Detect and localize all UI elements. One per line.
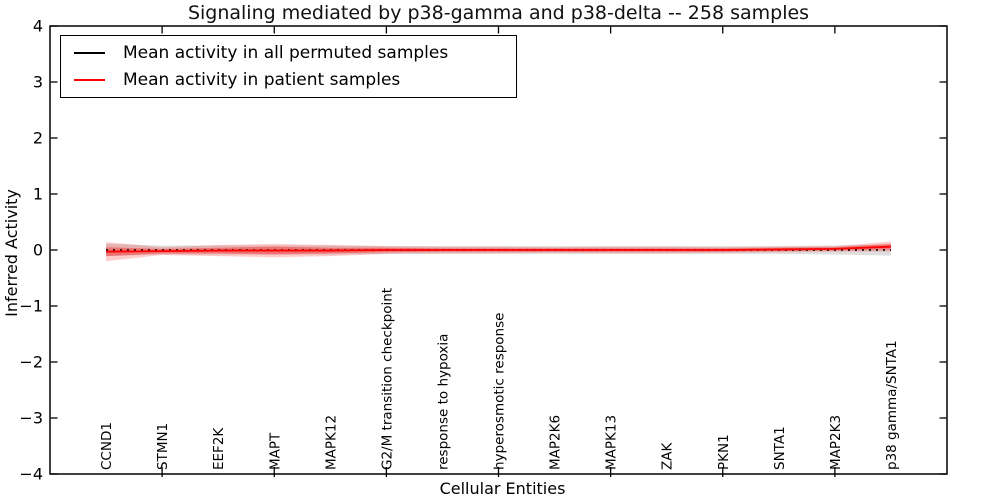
legend: Mean activity in all permuted samples Me…	[60, 35, 517, 98]
x-axis-label: Cellular Entities	[439, 479, 566, 498]
entity-label: STMN1	[155, 423, 171, 470]
entity-label: ZAK	[660, 442, 676, 470]
entity-label: SNTA1	[772, 426, 788, 470]
entity-label: MAP2K3	[828, 415, 844, 470]
entity-label: MAPT	[267, 432, 283, 470]
entity-label: MAP2K6	[548, 415, 564, 470]
y-tick-label: −3	[19, 409, 43, 428]
patient-confidence-band-outer	[106, 241, 891, 262]
y-tick-label: −1	[19, 297, 43, 316]
legend-entry-patient: Mean activity in patient samples	[74, 70, 516, 90]
legend-label-patient: Mean activity in patient samples	[123, 70, 401, 91]
entity-label: G2/M transition checkpoint	[379, 288, 395, 470]
entity-label: CCND1	[99, 422, 115, 470]
y-tick-label: 1	[33, 185, 43, 204]
entity-label: MAPK12	[323, 415, 339, 470]
entity-label: MAPK13	[604, 415, 620, 470]
y-tick-label: 4	[33, 17, 43, 36]
legend-line-sample-red	[74, 79, 105, 82]
entity-label: hyperosmotic response	[492, 313, 508, 470]
y-tick-label: 3	[33, 73, 43, 92]
entity-label: PKN1	[716, 434, 732, 470]
legend-entry-permuted: Mean activity in all permuted samples	[74, 43, 516, 63]
y-tick-label: 0	[33, 241, 43, 260]
entity-label: p38 gamma/SNTA1	[884, 340, 900, 470]
y-tick-label: 2	[33, 129, 43, 148]
chart-title: Signaling mediated by p38-gamma and p38-…	[187, 2, 810, 24]
legend-label-permuted: Mean activity in all permuted samples	[123, 42, 449, 63]
legend-line-sample-black	[74, 51, 105, 54]
y-tick-label: −4	[19, 465, 43, 484]
y-tick-label: −2	[19, 353, 43, 372]
patient-mean-line	[106, 245, 891, 253]
y-axis-label: Inferred Activity	[2, 189, 21, 317]
entity-label: response to hypoxia	[435, 334, 451, 470]
entity-label: EEF2K	[211, 427, 227, 470]
